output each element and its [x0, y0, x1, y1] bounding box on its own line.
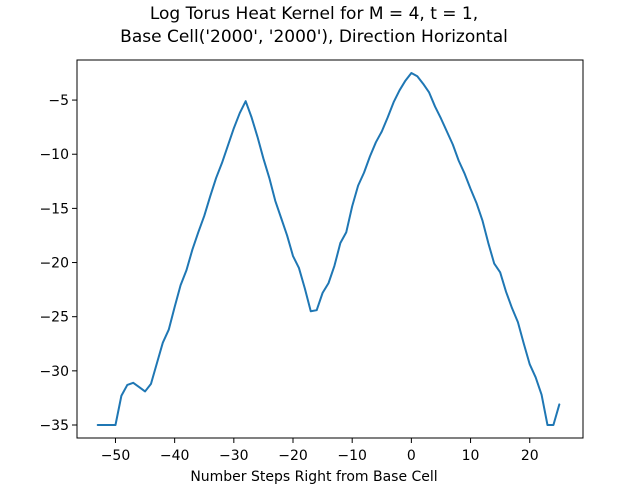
y-tick-label: −10	[39, 147, 69, 163]
series-line-0	[96, 72, 561, 426]
x-tick-label: 20	[521, 448, 539, 464]
x-axis-label: Number Steps Right from Base Cell	[190, 469, 438, 485]
x-tick-label: −20	[278, 448, 308, 464]
x-tick-label: −40	[160, 448, 190, 464]
y-tick-label: −5	[48, 93, 69, 109]
y-tick-label: −30	[39, 364, 69, 380]
x-tick-label: −10	[337, 448, 367, 464]
y-tick-label: −20	[39, 256, 69, 272]
y-tick-label: −35	[39, 418, 69, 434]
chart-title: Log Torus Heat Kernel for M = 4, t = 1,	[149, 4, 479, 24]
y-tick-label: −25	[39, 310, 69, 326]
x-tick-label: −30	[219, 448, 249, 464]
chart-subtitle: Base Cell('2000', '2000'), Direction Hor…	[120, 27, 508, 47]
plot-frame	[76, 59, 584, 439]
x-tick-label: 10	[462, 448, 480, 464]
x-tick-label: −50	[101, 448, 131, 464]
y-tick-label: −15	[39, 201, 69, 217]
x-tick-label: 0	[407, 448, 416, 464]
